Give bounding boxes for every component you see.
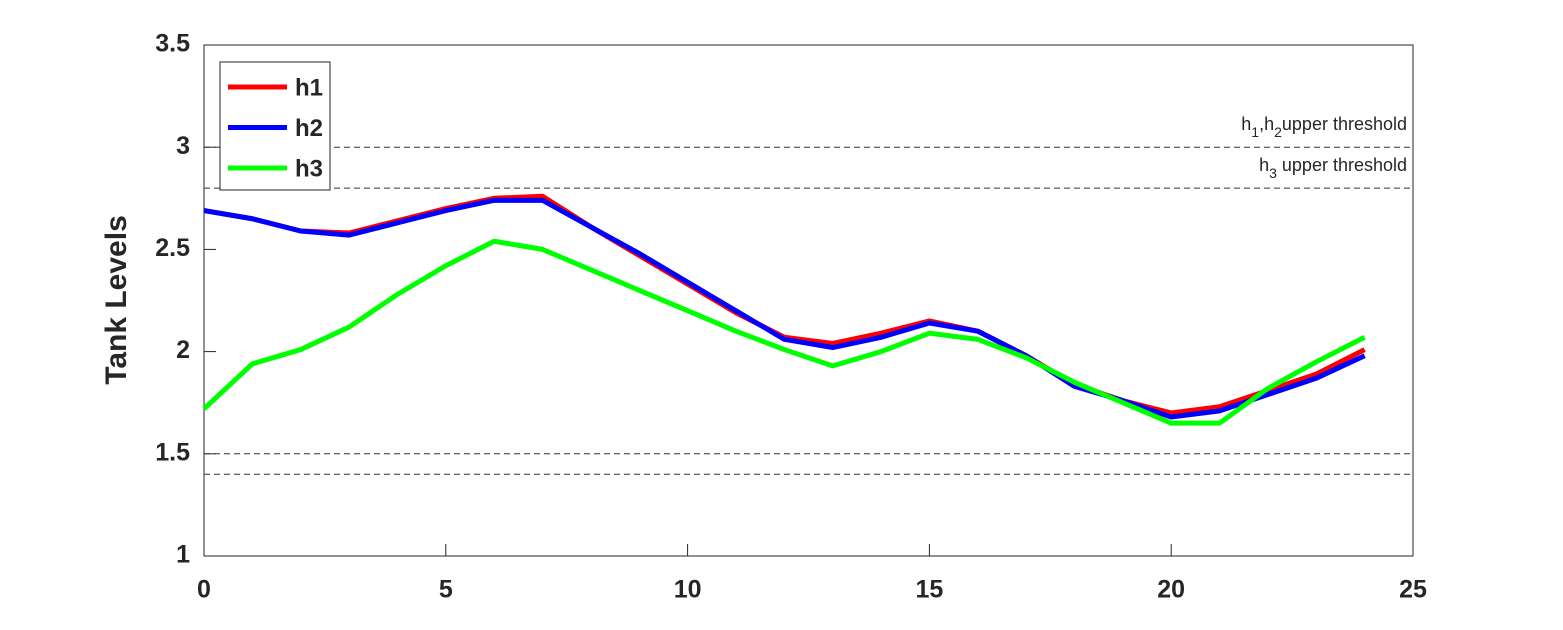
series-line (202, 238, 1366, 426)
y-axis-label: Tank Levels (100, 215, 133, 385)
legend-label: h1 (295, 74, 323, 101)
x-tick-label: 10 (674, 576, 702, 604)
y-tick-label: 3.5 (155, 30, 190, 58)
threshold-label-part: 2 (1274, 124, 1282, 140)
threshold-label-part: ,h (1259, 114, 1274, 134)
x-tick-label: 15 (915, 576, 943, 604)
y-tick-label: 2.5 (155, 234, 190, 262)
y-tick-label: 1.5 (155, 438, 190, 466)
y-tick-label: 2 (176, 336, 190, 364)
threshold-label-part: h (1259, 155, 1269, 175)
y-tick-label: 3 (176, 132, 190, 160)
x-tick-label: 20 (1157, 576, 1185, 604)
x-tick-label: 5 (439, 576, 453, 604)
plot-frame (203, 44, 1414, 557)
legend-label: h2 (295, 115, 323, 142)
y-tick-label: 1 (176, 541, 190, 569)
threshold-label-part: 1 (1251, 124, 1259, 140)
threshold-label: h1,h2upper threshold (1241, 114, 1407, 140)
threshold-label-part: 3 (1269, 165, 1277, 181)
x-tick-label: 0 (197, 576, 211, 604)
x-tick-label: 25 (1399, 576, 1427, 604)
threshold-label: h3 upper threshold (1259, 155, 1407, 181)
threshold-label-part: h (1241, 114, 1251, 134)
legend-label: h3 (295, 155, 323, 182)
series-line (203, 197, 1366, 420)
threshold-label-part: upper threshold (1282, 114, 1407, 134)
threshold-label-part: upper threshold (1277, 155, 1407, 175)
